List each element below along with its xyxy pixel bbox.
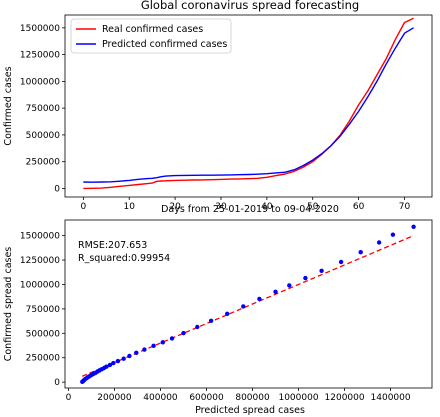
scatter-point [160, 340, 165, 345]
x-tick-label: 1400000 [371, 393, 411, 403]
x-tick-label: 40 [261, 202, 273, 212]
scatter-point [376, 240, 382, 245]
x-tick-label: 70 [399, 202, 411, 212]
scatter-point [107, 362, 113, 368]
scatter-point [169, 336, 175, 341]
y-tick-label: 1500000 [20, 232, 60, 242]
y-tick-label: 750000 [26, 104, 61, 114]
scatter-point [142, 347, 147, 352]
scatter-point [358, 250, 363, 255]
y-tick-label: 500000 [26, 329, 61, 339]
x-tick-label: 800000 [235, 393, 270, 403]
legend-real-label: Real confirmed cases [102, 24, 203, 35]
x-tick-label: 1200000 [325, 393, 365, 403]
scatter-point [411, 224, 416, 229]
top-y-ticks: 0 250000 500000 750000 1000000 1250000 1500000 [20, 24, 65, 194]
scatter-point [121, 356, 126, 361]
x-tick-label: 60 [353, 202, 365, 212]
y-tick-label: 1500000 [20, 24, 60, 34]
x-tick-label: 1000000 [278, 393, 318, 403]
bottom-y-axis-label: Confirmed spread cases [3, 247, 14, 362]
scatter-point [319, 268, 324, 273]
scatter-point [257, 296, 262, 302]
scatter-point [104, 364, 109, 369]
scatter-point [134, 350, 139, 355]
scatter-point [273, 289, 278, 294]
x-tick-label: 10 [123, 202, 135, 212]
series-line-1 [83, 27, 414, 183]
scatter-point [195, 324, 200, 330]
x-tick-label: 600000 [189, 393, 224, 403]
y-tick-label: 250000 [26, 158, 61, 168]
y-tick-label: 1000000 [20, 280, 60, 290]
x-tick-label: 20 [169, 202, 181, 212]
x-tick-label: 200000 [97, 393, 132, 403]
x-tick-label: 50 [307, 202, 319, 212]
bottom-x-axis-label: Predicted spread cases [195, 405, 305, 416]
top-x-axis-label: Days from 25-01-2019 to 09-04-2020 [161, 204, 339, 215]
scatter-point [181, 330, 186, 336]
y-tick-label: 1250000 [20, 256, 60, 266]
legend-box [70, 18, 232, 54]
scatter-point [338, 259, 344, 265]
scatter-point [225, 311, 230, 316]
chart-title: Global coronavirus spread forecasting [141, 0, 359, 12]
top-x-ticks: 0 10 20 30 40 50 60 70 [80, 197, 410, 212]
bottom-x-ticks: 0 200000 400000 600000 800000 1000000 1200000 1… [66, 388, 411, 403]
rmse-annotation: RMSE:207.653 [78, 240, 147, 251]
series-line-0 [83, 17, 414, 190]
top-y-axis-label: Confirmed cases [3, 66, 14, 145]
scatter-point [241, 304, 246, 309]
legend-predicted-label: Predicted confirmed cases [102, 39, 227, 50]
x-tick-label: 30 [215, 202, 227, 212]
scatter-point [390, 232, 396, 237]
forecast-series-lines [83, 17, 414, 190]
y-tick-label: 1250000 [20, 51, 60, 61]
x-tick-label: 0 [80, 202, 86, 212]
bottom-y-ticks: 0 250000 500000 750000 1000000 1250000 1500000 [20, 232, 65, 388]
bottom-plot-frame [64, 219, 433, 389]
prediction-scatter-chart: 0 200000 400000 600000 800000 1000000 1200000 1… [3, 219, 433, 416]
y-tick-label: 0 [54, 184, 60, 194]
y-tick-label: 500000 [26, 131, 61, 141]
y-tick-label: 250000 [26, 354, 61, 364]
r-squared-annotation: R_squared:0.99954 [78, 253, 170, 264]
scatter-point [127, 353, 132, 359]
scatter-point [287, 283, 292, 288]
legend: Real confirmed cases Predicted confirmed… [70, 18, 232, 54]
scatter-point [111, 360, 116, 366]
scatter-point [115, 358, 121, 364]
forecast-line-chart: Global coronavirus spread forecasting 0 1… [3, 0, 433, 215]
y-tick-label: 0 [54, 378, 60, 388]
y-tick-label: 1000000 [20, 77, 60, 87]
scatter-marks [80, 224, 416, 384]
scatter-point [208, 318, 214, 323]
y-tick-label: 750000 [26, 305, 61, 315]
scatter-point [151, 343, 156, 348]
top-plot-frame [64, 14, 433, 198]
x-tick-label: 0 [66, 393, 72, 403]
scatter-point [303, 275, 308, 281]
x-tick-label: 400000 [143, 393, 178, 403]
